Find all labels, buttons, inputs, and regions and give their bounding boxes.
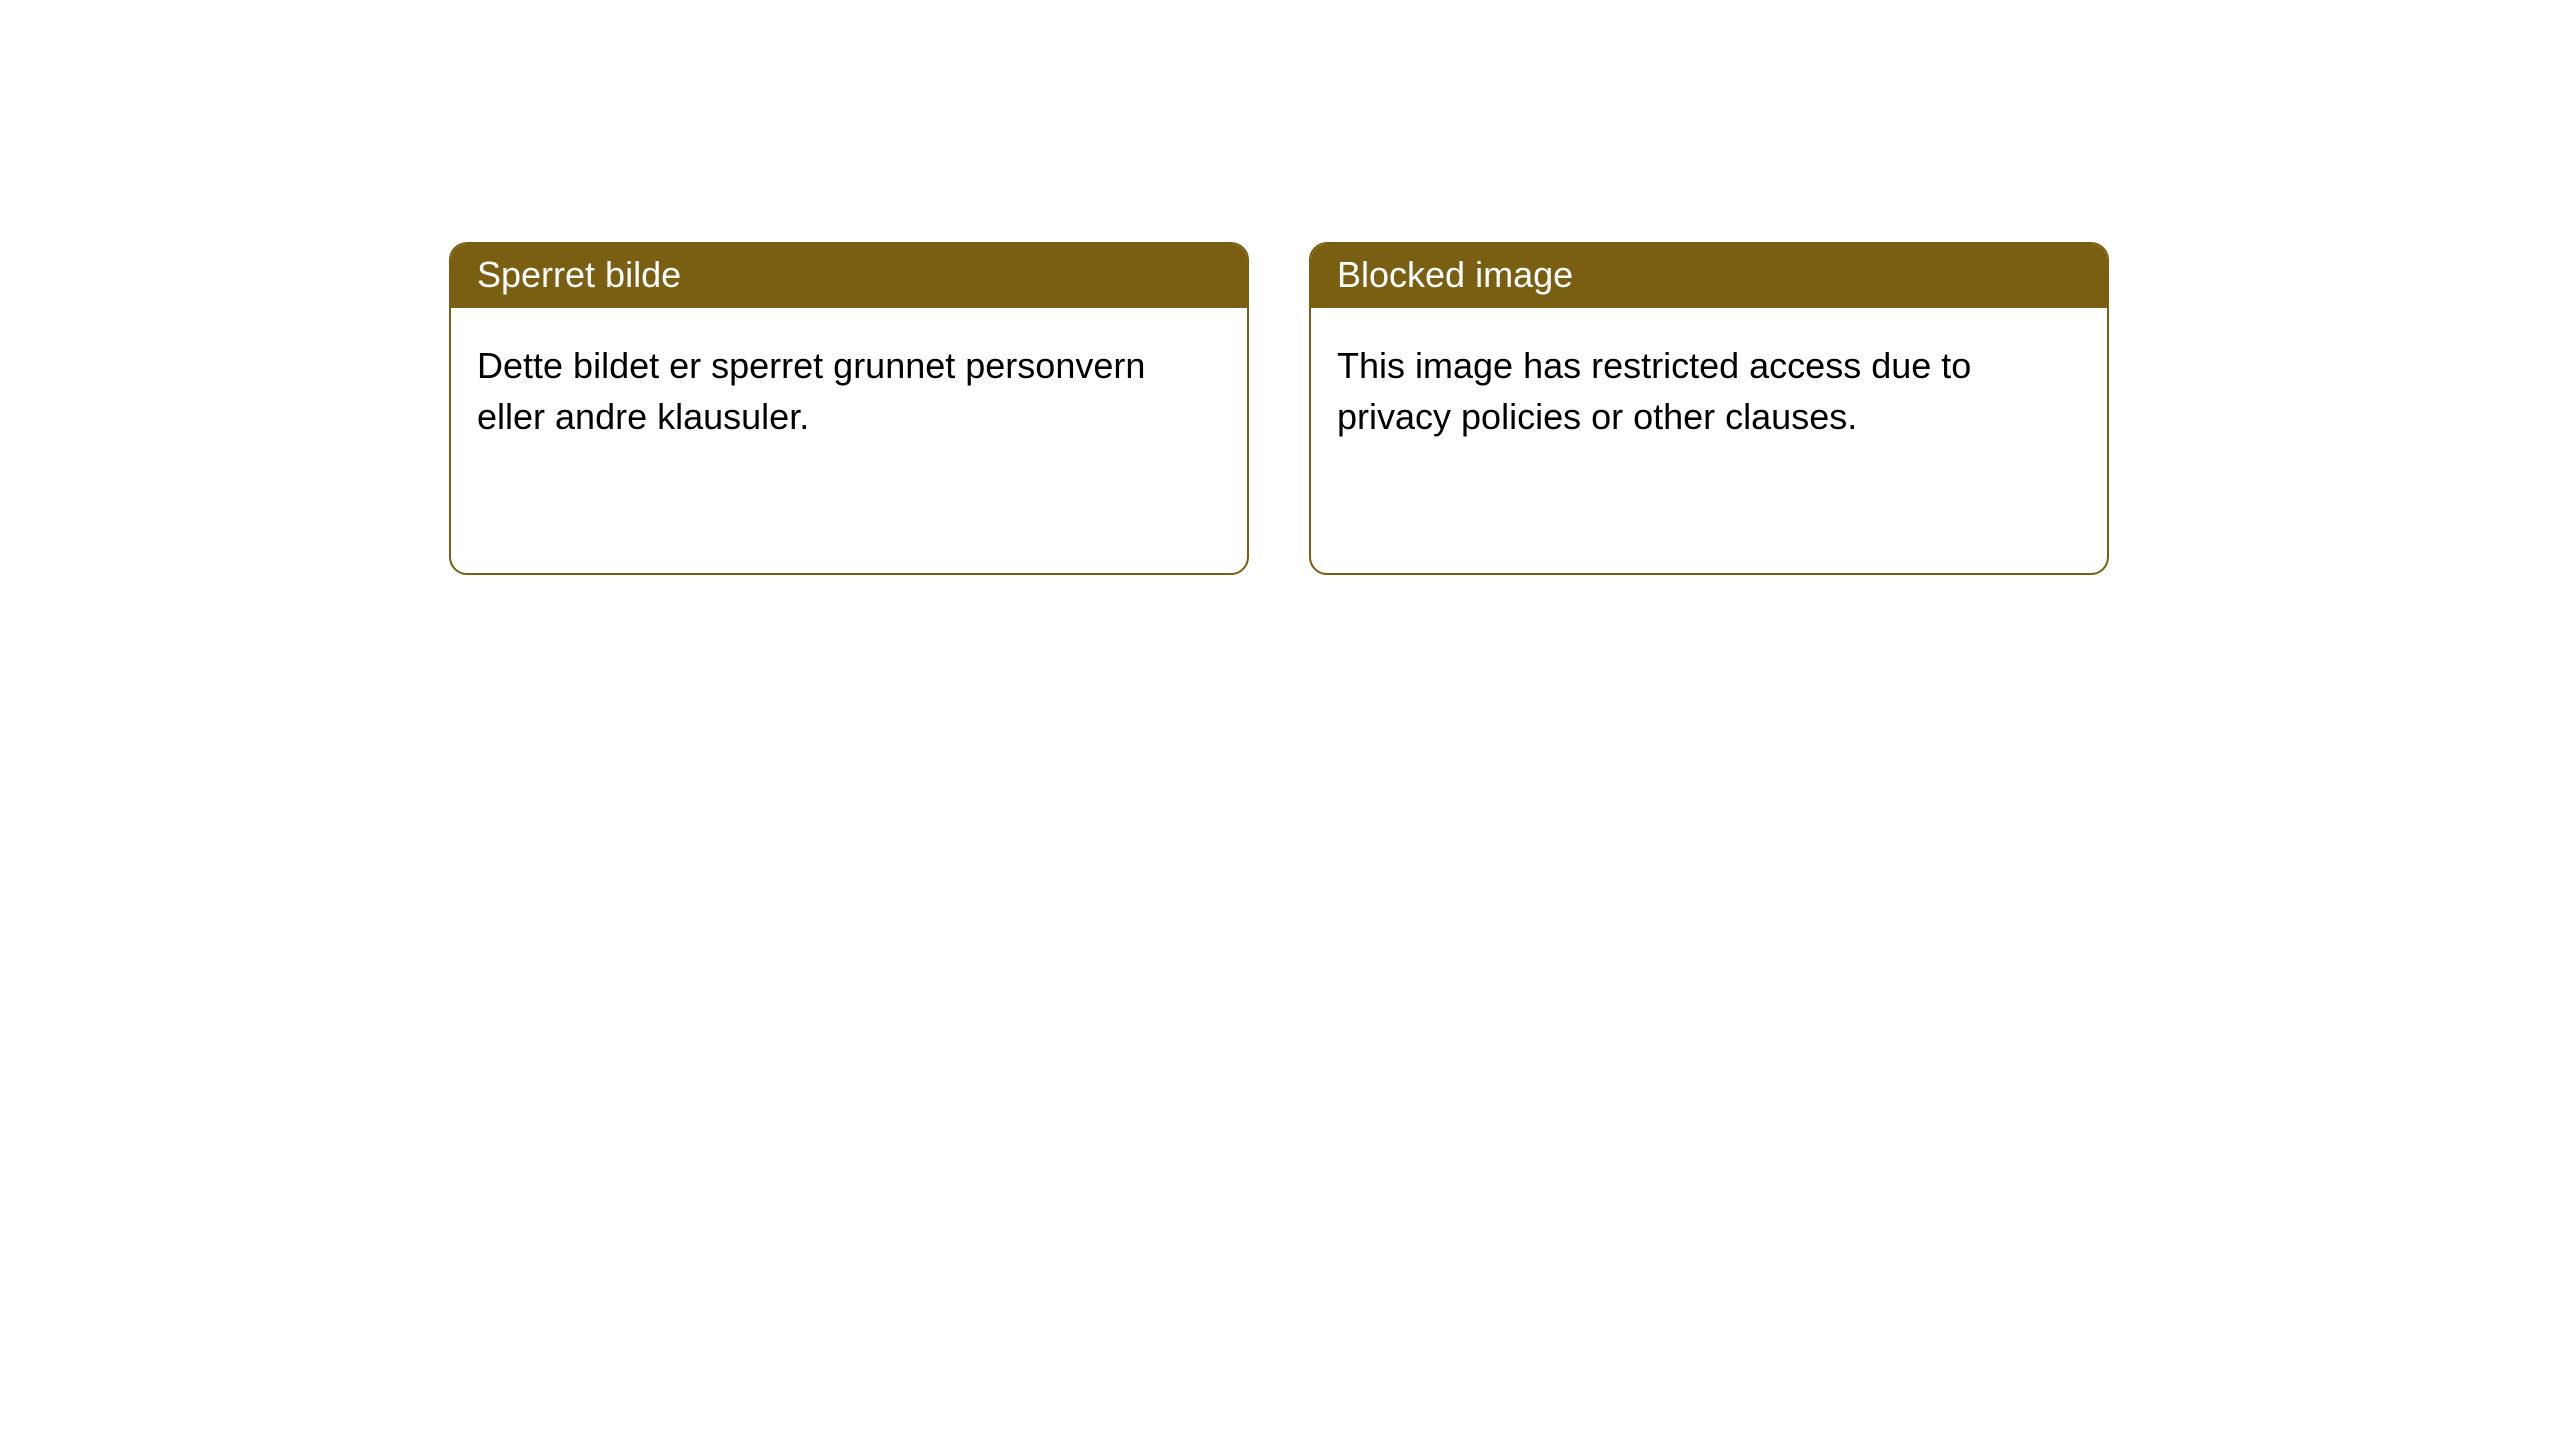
notice-header-en: Blocked image (1311, 244, 2107, 308)
notice-container: Sperret bilde Dette bildet er sperret gr… (0, 0, 2560, 575)
notice-body-no: Dette bildet er sperret grunnet personve… (451, 308, 1247, 474)
notice-body-en: This image has restricted access due to … (1311, 308, 2107, 474)
notice-card-en: Blocked image This image has restricted … (1309, 242, 2109, 575)
notice-header-no: Sperret bilde (451, 244, 1247, 308)
notice-card-no: Sperret bilde Dette bildet er sperret gr… (449, 242, 1249, 575)
